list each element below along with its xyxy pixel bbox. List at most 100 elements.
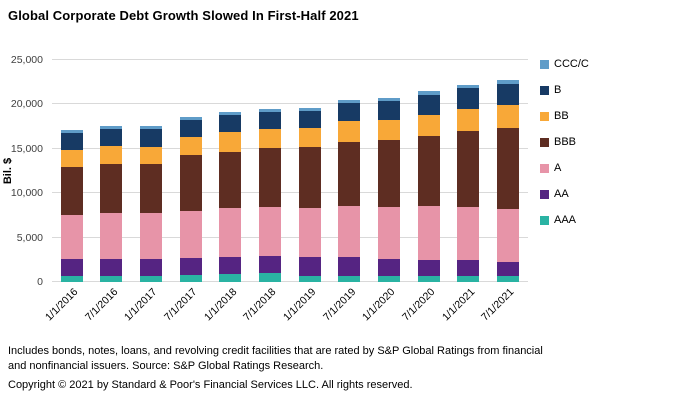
bar-segment-bb (140, 146, 163, 165)
legend-item-b: B (540, 84, 589, 96)
bar-col (338, 60, 361, 282)
y-axis-tick: 15,000 (10, 142, 43, 155)
bar-segment-bb (60, 149, 83, 168)
gridline (52, 147, 528, 149)
bar-segment-aa (417, 259, 440, 276)
bar-segment-bbb (457, 131, 480, 208)
bar-segment-aaa (100, 275, 123, 282)
y-axis-ticks: 0 5,000 10,000 15,000 20,000 25,000 (0, 54, 48, 288)
bar-segment-aa (259, 256, 282, 274)
legend-item-aa: AA (540, 188, 589, 200)
bar-col (378, 60, 401, 282)
bar-segment-b (100, 128, 123, 146)
bar-segment-aa (457, 259, 480, 276)
bar-segment-bbb (179, 155, 202, 211)
chart-title: Global Corporate Debt Growth Slowed In F… (8, 8, 359, 23)
y-axis-tick: 5,000 (16, 231, 43, 244)
bar-segment-aa (497, 261, 520, 276)
bar-segment-a (179, 210, 202, 258)
bar-segment-ccc-c (259, 108, 282, 112)
bar-segment-bbb (338, 141, 361, 206)
bar-segment-bb (338, 121, 361, 142)
bar-segment-ccc-c (497, 80, 520, 85)
x-axis-label: 7/1/2020 (399, 286, 438, 324)
bar-segment-b (140, 128, 163, 147)
bar-col (60, 60, 83, 282)
bar-segment-a (219, 208, 242, 258)
bar-col (497, 60, 520, 282)
bar-col (100, 60, 123, 282)
x-axis-label: 7/1/2021 (479, 286, 517, 324)
bar-segment-bbb (219, 151, 242, 209)
legend-label: B (554, 84, 562, 96)
bar-segment-aaa (179, 275, 202, 282)
legend-label: BBB (554, 136, 577, 148)
bar-segment-bbb (298, 147, 321, 209)
bar-segment-aaa (338, 275, 361, 282)
legend-swatch-icon (540, 189, 549, 199)
x-axis-label: 7/1/2017 (161, 286, 200, 324)
legend-item-bb: BB (540, 110, 589, 122)
bar-segment-aaa (457, 275, 480, 282)
bar-col (298, 60, 321, 282)
bar-segment-ccc-c (100, 126, 123, 129)
bar-segment-ccc-c (298, 108, 321, 111)
x-axis-label: 1/1/2016 (42, 286, 81, 324)
bar-segment-aa (60, 258, 83, 276)
legend-swatch-icon (540, 215, 549, 225)
bar-segment-a (60, 214, 83, 259)
plot-area (52, 59, 528, 282)
bar-segment-b (179, 119, 202, 137)
bar-segment-aa (219, 257, 242, 275)
bar-segment-ccc-c (140, 126, 163, 129)
bar-segment-aaa (417, 275, 440, 282)
legend-swatch-icon (540, 163, 549, 173)
bar-segment-bb (417, 115, 440, 137)
bar-segment-bbb (100, 164, 123, 214)
footnote: Includes bonds, notes, loans, and revolv… (8, 344, 543, 393)
bar-segment-a (100, 213, 123, 260)
bar-segment-ccc-c (338, 100, 361, 103)
footnote-line-2: and nonfinancial issuers. Source: S&P Gl… (8, 360, 324, 372)
bar-segment-bbb (60, 167, 83, 215)
bar-segment-bb (219, 131, 242, 152)
bar-segment-b (457, 88, 480, 109)
gridline (52, 236, 528, 238)
bar-segment-b (298, 110, 321, 129)
legend-label: AAA (554, 214, 577, 226)
legend-label: A (554, 162, 562, 174)
x-axis-label: 7/1/2016 (82, 286, 120, 324)
legend-label: AA (554, 188, 569, 200)
legend-item-aaa: AAA (540, 214, 589, 226)
bar-segment-a (417, 205, 440, 260)
legend-swatch-icon (540, 111, 549, 121)
x-axis-label: 1/1/2017 (122, 286, 160, 324)
bar-segment-b (60, 132, 83, 150)
legend-item-ccc-c: CCC/C (540, 58, 589, 70)
bar-segment-ccc-c (60, 130, 83, 133)
bar-segment-b (338, 102, 361, 122)
legend: CCC/C B BB BBB A AA AAA (540, 58, 589, 240)
gridline (52, 192, 528, 194)
legend-swatch-icon (540, 59, 549, 69)
bar-segment-b (259, 111, 282, 130)
bar-segment-bb (457, 108, 480, 132)
x-axis-label: 7/1/2018 (241, 286, 279, 324)
bar-segment-b (219, 115, 242, 132)
bar-segment-ccc-c (378, 98, 401, 101)
bar-segment-aa (378, 258, 401, 276)
bar-segment-aa (140, 259, 163, 276)
bar-segment-aaa (497, 275, 520, 282)
bar-col (140, 60, 163, 282)
bar-segment-ccc-c (219, 112, 242, 116)
bar-segment-bb (100, 145, 123, 165)
bar-segment-a (298, 208, 321, 258)
bar-segment-aaa (298, 275, 321, 282)
gridline (52, 103, 528, 105)
legend-swatch-icon (540, 137, 549, 147)
legend-label: BB (554, 110, 569, 122)
bar-segment-bb (259, 129, 282, 148)
bar-segment-aaa (259, 273, 282, 282)
bar-segment-b (417, 94, 440, 116)
bar-segment-a (457, 207, 480, 260)
